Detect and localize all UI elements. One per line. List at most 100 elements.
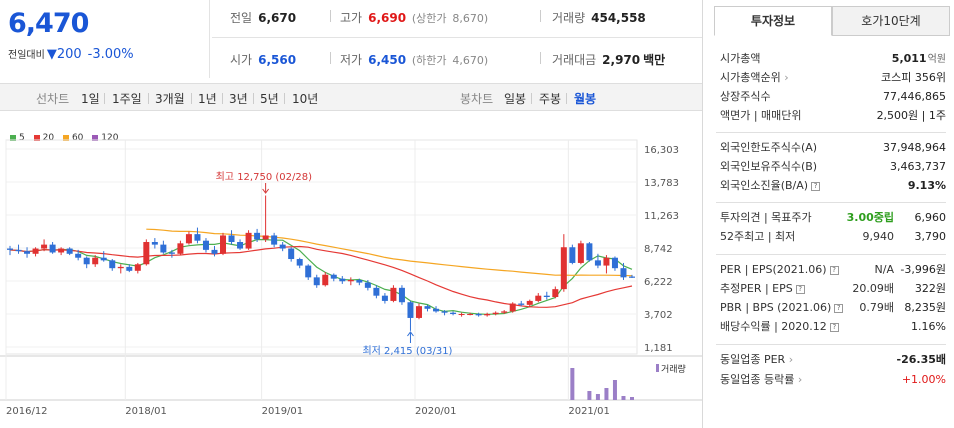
volume-bar xyxy=(630,397,634,400)
industry-rate-row[interactable]: 동일업종 등락률 › +1.00% xyxy=(720,373,946,386)
y-tick-label: 8,742 xyxy=(644,244,673,255)
tab-1year[interactable]: 1년 xyxy=(198,92,217,106)
candle-body xyxy=(441,311,448,313)
industry-per-row[interactable]: 동일업종 PER › -26.35배 xyxy=(720,353,946,366)
candle-body xyxy=(543,295,550,297)
open-price: 시가 6,560 xyxy=(230,53,297,67)
candle-body xyxy=(228,235,235,243)
volume-bar xyxy=(621,396,626,400)
tab-daily[interactable]: 일봉 xyxy=(504,92,527,106)
candle-body xyxy=(288,248,295,260)
high-annotation: 최고 12,750 (02/28) xyxy=(216,171,312,183)
candle-body xyxy=(620,268,627,278)
candle-body xyxy=(322,274,329,286)
candle-body xyxy=(492,312,499,315)
tab-5year[interactable]: 5년 xyxy=(260,92,279,106)
tab-orderbook[interactable]: 호가10단계 xyxy=(832,6,950,36)
x-tick-label: 2016/12 xyxy=(6,406,48,417)
tab-invest-info[interactable]: 투자정보 xyxy=(714,6,832,36)
candle-body xyxy=(347,279,354,282)
x-tick-label: 2020/01 xyxy=(415,406,457,417)
candle-body xyxy=(271,235,278,245)
tab-10year[interactable]: 10년 xyxy=(292,92,319,106)
candle-body xyxy=(364,282,371,288)
candle-body xyxy=(245,232,252,249)
period-bar: 선차트 1일 1주일 3개월 1년 3년 5년 10년 봉차트 일봉 주봉 월봉 xyxy=(0,83,702,111)
invest-info-panel: 투자정보 호가10단계 시가총액 5,011억원 시가총액순위 › 코스피 356위… xyxy=(704,0,954,428)
candle-body xyxy=(450,312,457,315)
y-tick-label: 3,702 xyxy=(644,310,673,321)
candle-body xyxy=(552,289,559,297)
tab-monthly[interactable]: 월봉 xyxy=(574,92,597,106)
current-price: 6,470 xyxy=(8,8,89,39)
legend-ma5: 5 xyxy=(19,133,25,143)
candle-body xyxy=(313,277,320,286)
foreign-ratio-row: 외국인소진율(B/A)? 9.13% xyxy=(720,179,946,192)
pbr-row: PBR | BPS (2021.06)? 0.79배 8,235원 xyxy=(720,301,946,314)
legend-swatch-ma20 xyxy=(33,135,40,141)
tab-3year[interactable]: 3년 xyxy=(229,92,248,106)
chevron-right-icon: › xyxy=(788,353,794,366)
chevron-right-icon: › xyxy=(784,71,789,84)
plot-frame xyxy=(5,139,638,355)
candle-body xyxy=(611,257,618,269)
candle-body xyxy=(32,248,39,254)
x-tick-label: 2018/01 xyxy=(125,406,167,417)
price-box: 6,470 전일대비 ▼200 -3.00% xyxy=(0,0,210,78)
candle-body xyxy=(458,314,465,316)
par-value-row: 액면가 | 매매단위 2,500원 | 1주 xyxy=(720,109,946,122)
candle-body xyxy=(92,257,99,265)
candle-body xyxy=(569,247,576,263)
price-change: 전일대비 ▼200 -3.00% xyxy=(8,46,134,62)
candle-body xyxy=(433,308,440,312)
candle-body xyxy=(134,264,141,271)
candle-body xyxy=(560,247,567,290)
candle-body xyxy=(262,235,269,240)
candle-body xyxy=(254,232,261,240)
candle-body xyxy=(475,314,482,316)
right-tabs: 투자정보 호가10단계 xyxy=(714,6,950,36)
line-chart-label: 선차트 xyxy=(36,92,70,106)
y-tick-label: 1,181 xyxy=(644,343,673,354)
tab-3month[interactable]: 3개월 xyxy=(155,92,185,106)
candle-body xyxy=(501,311,508,313)
foreign-hold-row: 외국인보유주식수(B) 3,463,737 xyxy=(720,160,946,173)
candle-body xyxy=(535,295,542,301)
high-arrowhead xyxy=(262,188,270,194)
week52-row: 52주최고 | 최저 9,940 3,790 xyxy=(720,230,946,243)
x-tick-label: 2019/01 xyxy=(262,406,304,417)
legend-swatch-ma120 xyxy=(92,135,99,141)
ma5-line xyxy=(9,239,633,315)
legend-swatch-ma60 xyxy=(62,135,69,141)
candle-body xyxy=(151,242,158,245)
candle-body xyxy=(279,244,286,249)
candle-body xyxy=(467,314,474,316)
candle-body xyxy=(126,266,133,271)
candle-body xyxy=(424,306,431,309)
y-tick-label: 16,303 xyxy=(644,145,679,156)
candle-body xyxy=(220,235,227,254)
candle-body xyxy=(237,242,244,249)
prev-close: 전일 6,670 xyxy=(230,11,297,25)
volume-legend-swatch xyxy=(656,364,659,372)
est-per-row: 추정PER | EPS? 20.09배 322원 xyxy=(720,282,946,295)
tab-weekly[interactable]: 주봉 xyxy=(539,92,562,106)
candle-body xyxy=(24,251,31,254)
candle-body xyxy=(526,300,533,305)
tab-1week[interactable]: 1주일 xyxy=(112,92,142,106)
candle-body xyxy=(330,274,337,279)
candle-body xyxy=(398,287,405,303)
volume-bar xyxy=(570,368,575,400)
change-value: 200 xyxy=(56,47,82,62)
foreign-limit-row: 외국인한도주식수(A) 37,948,964 xyxy=(720,141,946,154)
candle-body xyxy=(518,303,525,305)
candle-body xyxy=(177,243,184,254)
chevron-right-icon: › xyxy=(797,373,803,386)
price-chart[interactable]: 16,303 13,783 11,263 8,742 6,222 3,702 1,181 20… xyxy=(0,118,702,428)
candle-body xyxy=(296,259,303,266)
market-cap-rank-row[interactable]: 시가총액순위 › 코스피 356위 xyxy=(720,71,946,84)
y-tick-label: 13,783 xyxy=(644,178,679,189)
tab-1day[interactable]: 1일 xyxy=(81,92,100,106)
candle-body xyxy=(185,234,192,244)
legend-ma60: 60 xyxy=(71,133,84,143)
